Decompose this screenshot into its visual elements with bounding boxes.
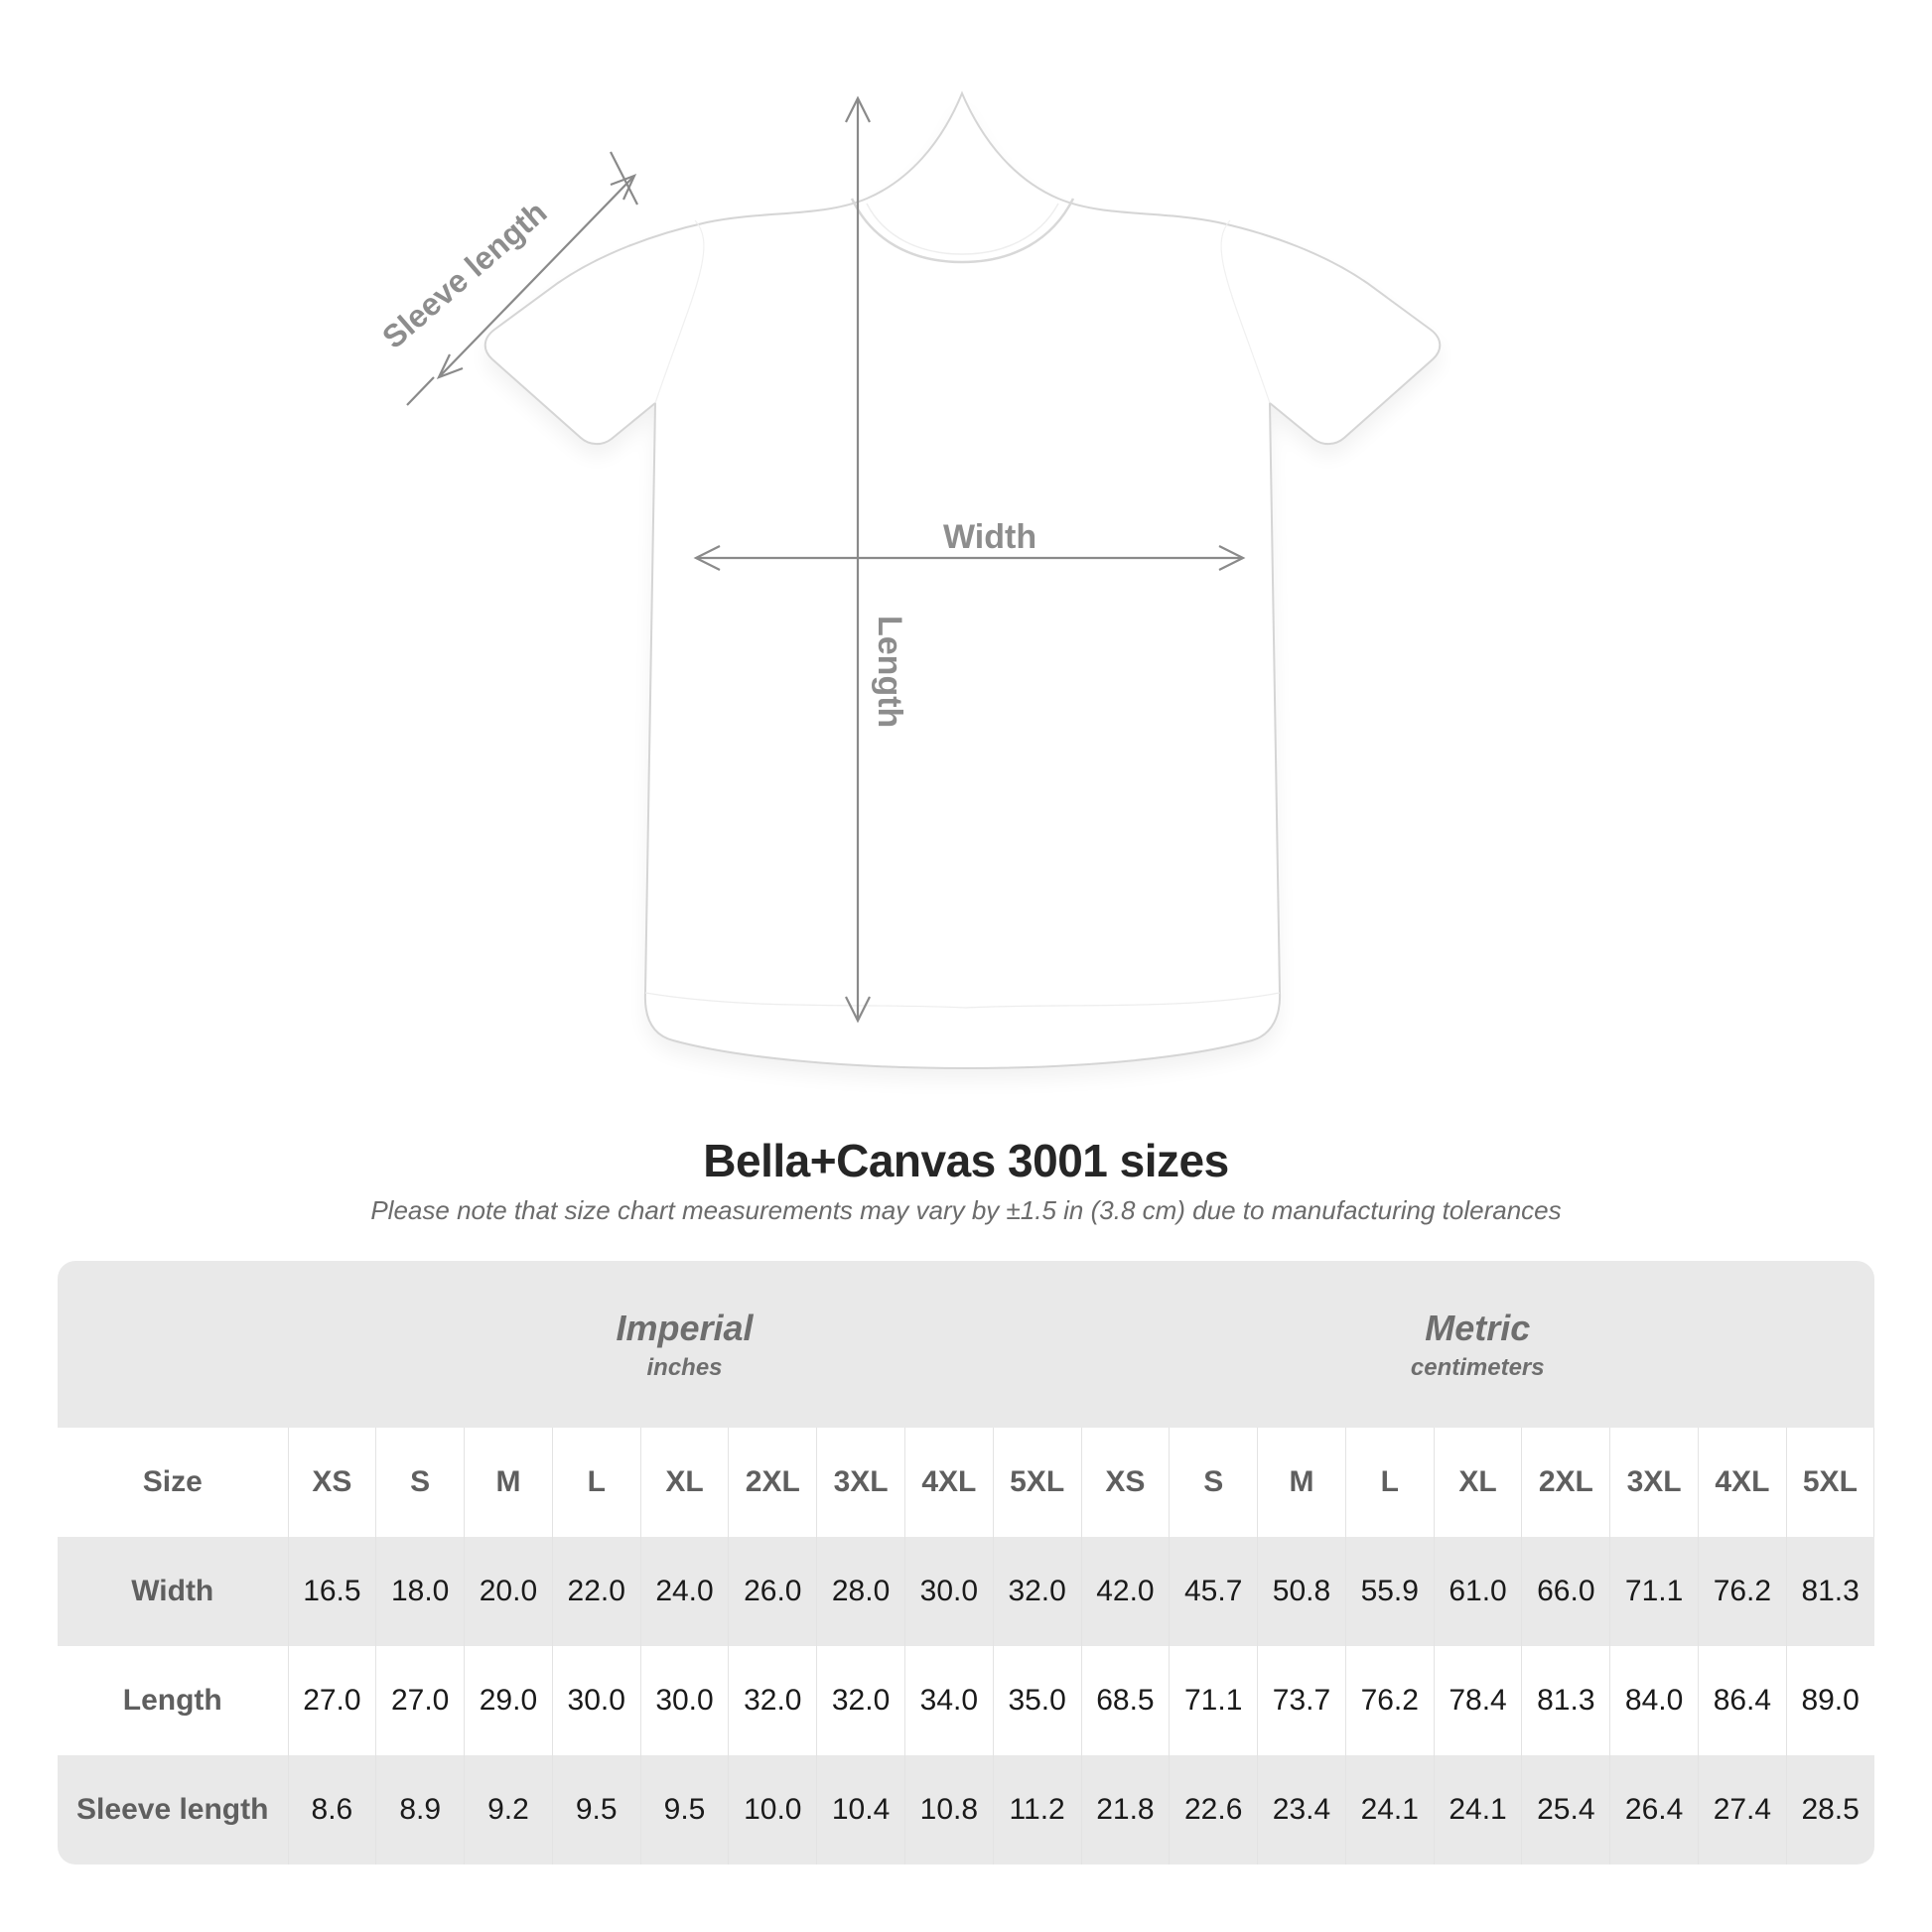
svg-text:Width: Width xyxy=(943,518,1036,556)
svg-text:Length: Length xyxy=(871,616,908,728)
